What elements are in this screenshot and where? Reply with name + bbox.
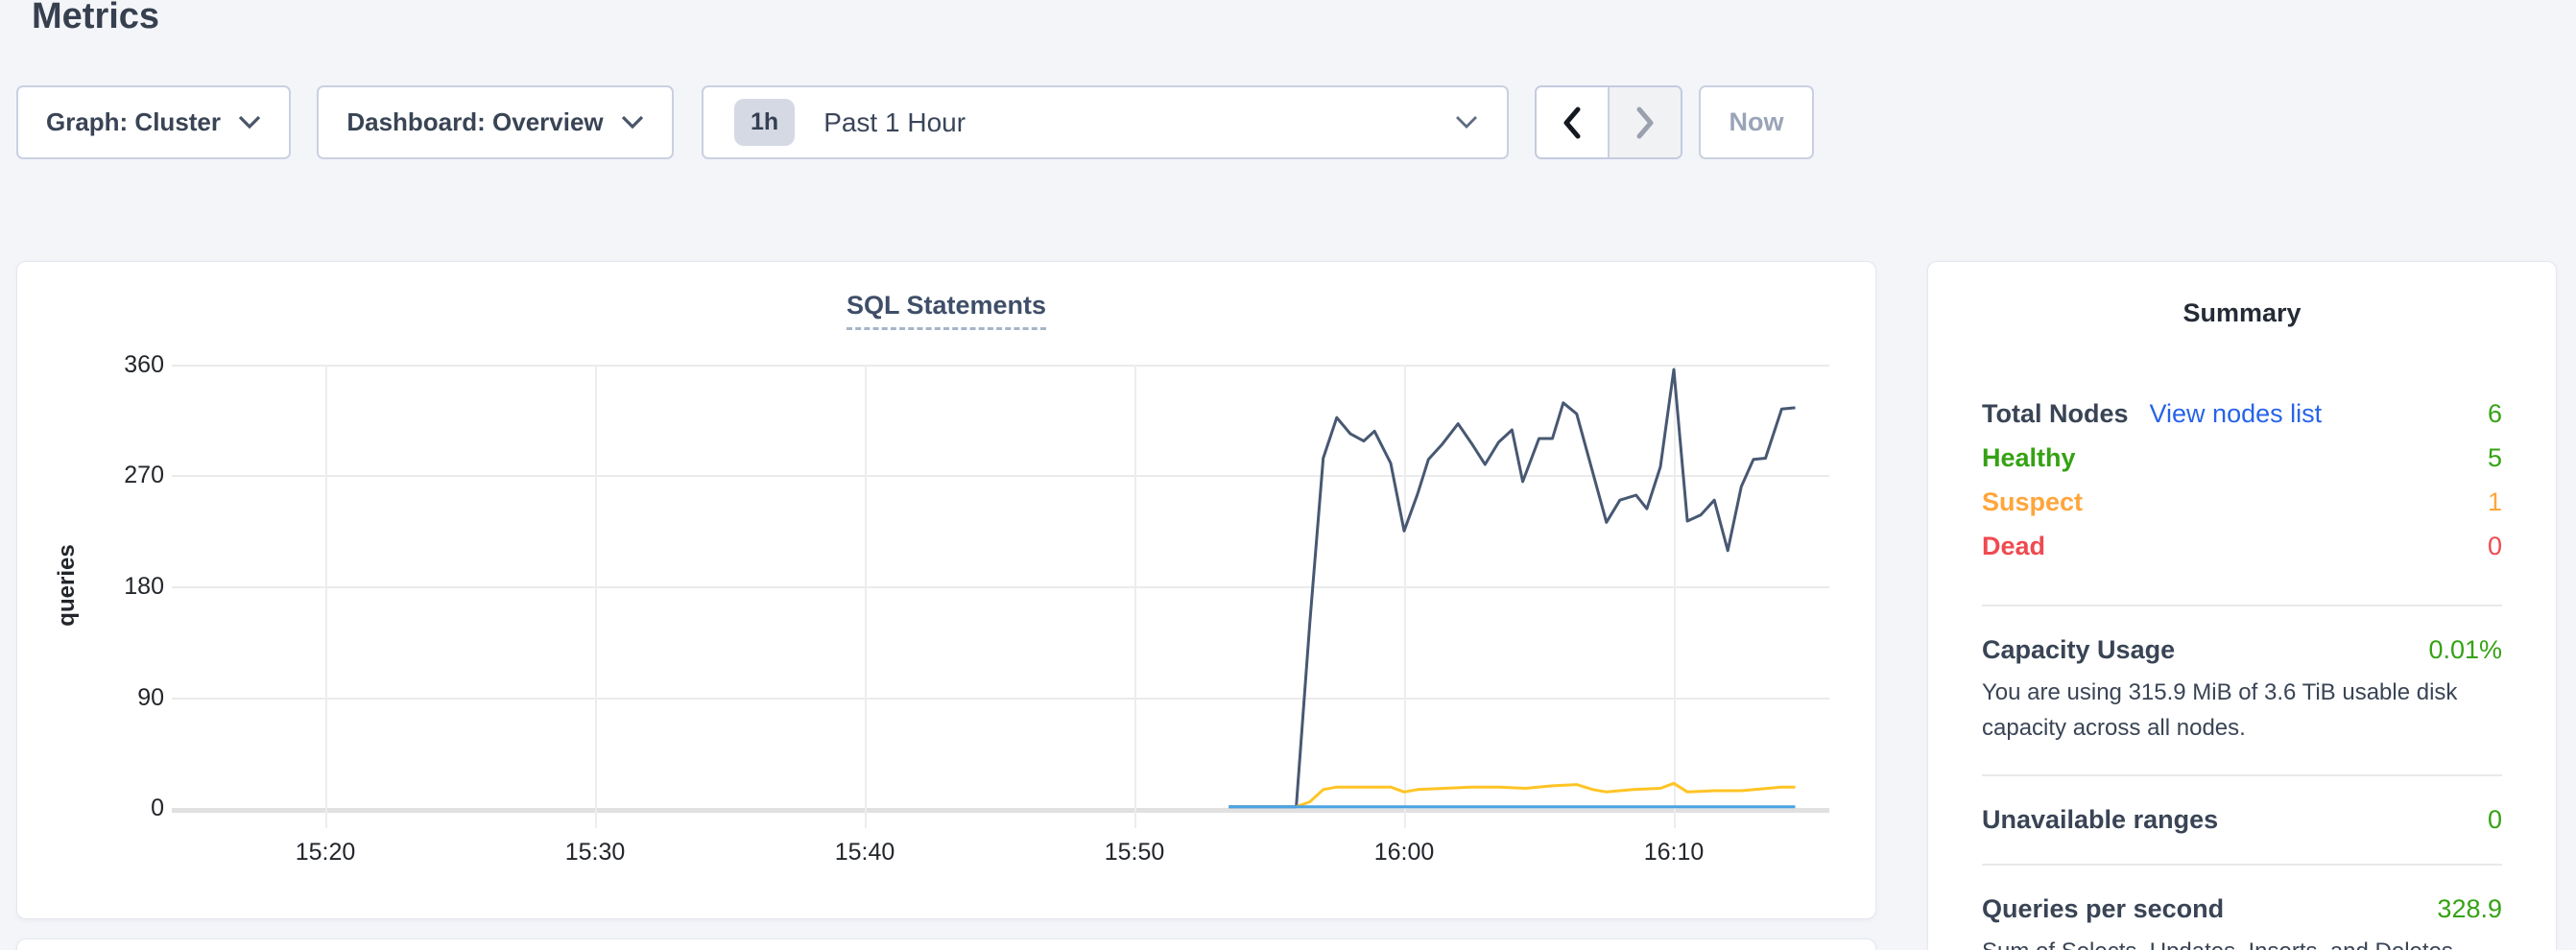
chevron-down-icon [621, 115, 643, 130]
dead-nodes-row: Dead 0 [1982, 532, 2502, 576]
capacity-usage-label: Capacity Usage [1982, 635, 2176, 664]
now-button-label: Now [1729, 107, 1784, 136]
dashboard-dropdown[interactable]: Dashboard: Overview [317, 85, 674, 159]
y-axis-tick: 90 [137, 684, 164, 711]
dead-value: 0 [2487, 532, 2502, 560]
divider [1982, 864, 2502, 866]
queries-per-second-row: Queries per second 328.9 [1982, 894, 2502, 924]
x-axis-tick: 16:10 [1643, 839, 1705, 866]
capacity-usage-description: You are using 315.9 MiB of 3.6 TiB usabl… [1982, 679, 2458, 741]
capacity-usage-row: Capacity Usage 0.01% [1982, 635, 2502, 665]
y-axis-tick: 270 [124, 462, 164, 488]
time-range-label: Past 1 Hour [823, 107, 966, 137]
x-axis-tick: 15:30 [564, 839, 626, 866]
x-axis-tick: 15:50 [1104, 839, 1165, 866]
time-range-picker[interactable]: 1h Past 1 Hour [702, 85, 1509, 159]
y-axis-tick: 360 [124, 351, 164, 378]
divider [1982, 774, 2502, 776]
y-axis-tick: 180 [124, 573, 164, 600]
summary-title: Summary [2182, 298, 2302, 327]
graph-dropdown[interactable]: Graph: Cluster [16, 85, 291, 159]
time-range-badge: 1h [734, 99, 796, 146]
graph-dropdown-label: Graph: Cluster [45, 107, 222, 136]
now-button[interactable]: Now [1699, 85, 1814, 159]
suspect-label: Suspect [1982, 487, 2084, 516]
x-axis-tick: 16:00 [1373, 839, 1435, 866]
page-title: Metrics [32, 0, 160, 36]
next-chart-card-edge [16, 938, 1876, 950]
x-axis-tick: 15:40 [834, 839, 895, 866]
unavailable-ranges-label: Unavailable ranges [1982, 805, 2219, 834]
capacity-usage-value: 0.01% [2428, 635, 2502, 664]
chevron-right-icon [1636, 107, 1654, 138]
sql-statements-chart-card: SQL Statements queries 0 90 180 270 360 … [16, 261, 1876, 919]
total-nodes-label: Total Nodes [1982, 399, 2129, 428]
summary-panel: Summary Total Nodes View nodes list 6 He… [1927, 261, 2557, 950]
queries-per-second-description: Sum of Selects, Updates, Inserts, and De… [1982, 934, 2502, 950]
line-series-yellow-line [1296, 781, 1796, 809]
queries-per-second-value: 328.9 [2437, 894, 2502, 923]
unavailable-ranges-value: 0 [2487, 805, 2502, 834]
chevron-down-icon [238, 115, 261, 130]
healthy-label: Healthy [1982, 443, 2076, 472]
prev-time-button[interactable] [1537, 87, 1610, 157]
x-axis-tick: 15:20 [295, 839, 356, 866]
y-axis-label: queries [54, 544, 80, 627]
suspect-nodes-row: Suspect 1 [1982, 487, 2502, 532]
dashboard-dropdown-label: Dashboard: Overview [346, 107, 604, 136]
healthy-value: 5 [2487, 443, 2502, 472]
dead-label: Dead [1982, 532, 2046, 560]
unavailable-ranges-row: Unavailable ranges 0 [1982, 805, 2502, 835]
chart-title[interactable]: SQL Statements [846, 291, 1047, 330]
chart-plot-area[interactable] [183, 365, 1829, 819]
total-nodes-value: 6 [2487, 399, 2502, 428]
chevron-left-icon [1563, 107, 1581, 138]
y-axis-tick: 0 [151, 795, 164, 821]
healthy-nodes-row: Healthy 5 [1982, 443, 2502, 487]
next-time-button[interactable] [1610, 87, 1681, 157]
divider [1982, 605, 2502, 606]
line-series-dark-slate-line [1228, 368, 1796, 809]
time-pager [1535, 85, 1682, 159]
queries-per-second-label: Queries per second [1982, 894, 2225, 923]
view-nodes-list-link[interactable]: View nodes list [2149, 399, 2323, 428]
chevron-down-icon [1456, 116, 1477, 129]
suspect-value: 1 [2487, 487, 2502, 516]
total-nodes-row: Total Nodes View nodes list 6 [1982, 399, 2502, 443]
